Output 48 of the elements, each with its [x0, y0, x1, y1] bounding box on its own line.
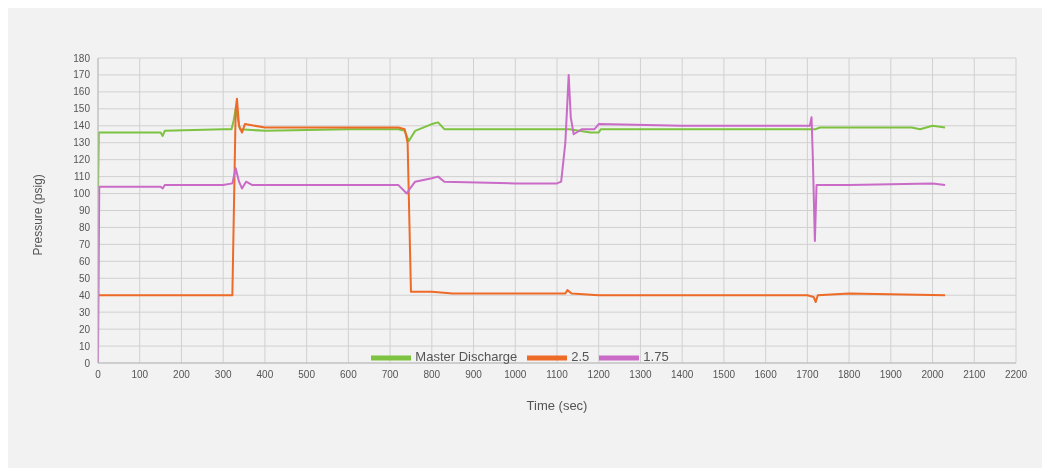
y-axis-title: Pressure (psig)	[31, 174, 46, 256]
legend-label: Master Discharge	[415, 349, 518, 365]
x-tick-label: 900	[465, 369, 483, 381]
y-tick-label: 60	[78, 255, 91, 267]
y-tick-label: 50	[78, 272, 91, 284]
y-tick-label: 150	[73, 103, 91, 115]
x-tick-label: 1700	[796, 369, 819, 381]
y-tick-label: 40	[78, 289, 91, 301]
line-series	[98, 97, 947, 303]
x-axis-title: Time (sec)	[526, 398, 588, 413]
y-tick-label: 30	[78, 306, 91, 318]
x-tick-label: 500	[298, 369, 316, 381]
y-tick-label: 70	[78, 238, 91, 250]
y-tick-label: 20	[78, 323, 91, 335]
x-tick-label: 2000	[921, 369, 945, 381]
x-tick-label: 2200	[1004, 369, 1028, 381]
x-tick-label: 1500	[712, 369, 736, 381]
y-tick-label: 10	[78, 340, 91, 352]
x-tick-label: 800	[423, 369, 441, 381]
x-tick-label: 1600	[754, 369, 778, 381]
x-tick-label: 700	[381, 369, 399, 381]
x-tick-label: 0	[95, 369, 102, 381]
x-tick-label: 1200	[587, 369, 611, 381]
x-tick-label: 1300	[629, 369, 653, 381]
x-tick-label: 100	[131, 369, 149, 381]
x-tick-label: 1800	[837, 369, 861, 381]
y-tick-label: 160	[73, 86, 91, 98]
y-tick-label: 120	[73, 154, 91, 166]
x-tick-label: 1000	[504, 369, 527, 381]
y-tick-label: 110	[74, 171, 91, 183]
x-tick-label: 2100	[963, 369, 986, 381]
x-tick-label: 300	[214, 369, 232, 381]
y-tick-label: 130	[73, 137, 91, 149]
y-tick-label: 0	[84, 357, 91, 369]
y-tick-label: 90	[78, 205, 91, 217]
x-tick-label: 200	[173, 369, 191, 381]
legend-label: 1.75	[643, 349, 669, 365]
x-tick-label: 600	[340, 369, 358, 381]
y-tick-label: 80	[78, 221, 91, 233]
y-tick-label: 180	[73, 52, 91, 64]
x-tick-label: 1100	[546, 369, 569, 381]
x-tick-label: 1900	[879, 369, 903, 381]
x-tick-label: 1400	[671, 369, 694, 381]
y-tick-label: 100	[73, 188, 91, 200]
legend-label: 2.5	[571, 349, 590, 365]
y-tick-label: 170	[73, 69, 91, 81]
x-tick-label: 400	[256, 369, 274, 381]
y-tick-label: 140	[73, 120, 91, 132]
